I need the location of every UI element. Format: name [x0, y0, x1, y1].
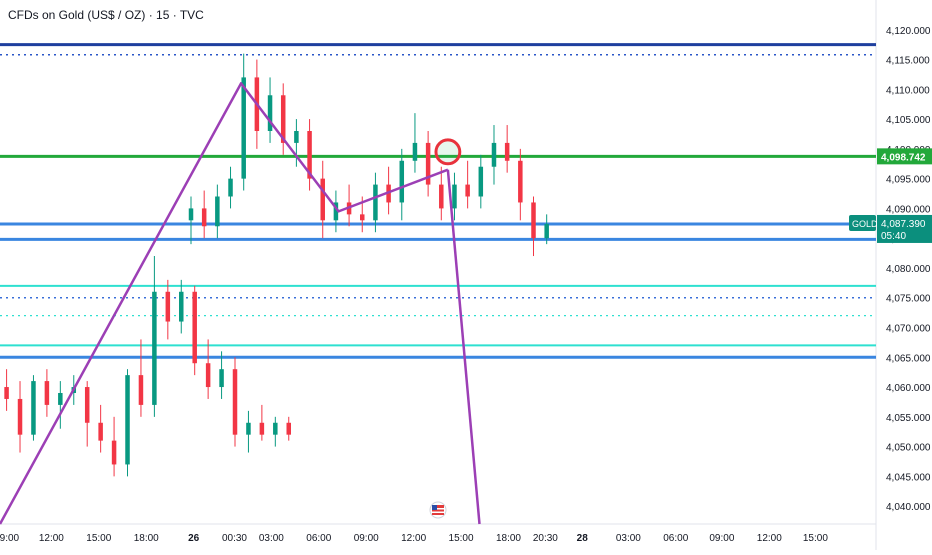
symbol-tag-label: GOLD	[852, 219, 878, 229]
candle-body-21	[286, 422, 292, 435]
candle-body-47	[518, 160, 523, 203]
candle-body-31	[307, 131, 312, 179]
x-tick-label-1: 12:00	[39, 533, 64, 544]
y-tick-label-7: 4,075.000	[886, 294, 931, 305]
x-tick-label-15: 06:00	[663, 533, 688, 544]
candle-body-3	[44, 381, 50, 405]
chart-title: CFDs on Gold (US$ / OZ) · 15 · TVC	[8, 8, 204, 22]
candle-body-4	[58, 393, 63, 405]
level-price-label-0: 4,098.742	[881, 152, 926, 163]
candle-body-26	[241, 77, 246, 179]
candle-body-7	[98, 422, 103, 441]
candle-body-42	[452, 184, 457, 209]
candle-body-20	[273, 422, 278, 435]
candle-body-6	[84, 387, 90, 423]
candle-body-15	[205, 363, 211, 388]
candle-body-44	[478, 166, 484, 197]
candle-body-18	[246, 422, 251, 435]
y-tick-label-13: 4,105.000	[886, 115, 931, 126]
x-tick-label-0: 09:00	[0, 533, 20, 544]
candle-body-16	[219, 369, 224, 388]
candle-body-23	[201, 208, 207, 227]
x-tick-label-5: 00:30	[222, 533, 247, 544]
candle-body-46	[504, 142, 510, 161]
x-tick-label-9: 12:00	[401, 533, 426, 544]
candle-body-0	[4, 387, 9, 399]
candle-body-22	[188, 208, 194, 221]
symbol-tag-bg	[849, 214, 876, 231]
candle-body-12	[165, 291, 171, 322]
y-tick-label-3: 4,055.000	[886, 413, 931, 424]
x-tick-label-8: 09:00	[354, 533, 379, 544]
candle-body-28	[267, 95, 273, 131]
x-tick-label-12: 20:30	[533, 533, 558, 544]
candle-body-29	[280, 95, 286, 143]
x-tick-label-16: 09:00	[709, 533, 734, 544]
x-tick-label-6: 03:00	[259, 533, 284, 544]
candle-body-32	[320, 178, 325, 221]
candle-body-13	[179, 291, 184, 322]
y-tick-label-2: 4,050.000	[886, 443, 931, 454]
candle-body-36	[373, 184, 378, 221]
candle-body-25	[228, 178, 233, 197]
candle-body-45	[491, 142, 497, 167]
candle-body-43	[465, 184, 470, 197]
y-tick-label-5: 4,065.000	[886, 353, 931, 364]
y-tick-label-4: 4,060.000	[886, 383, 931, 394]
us-flag-stripe-white-1	[432, 508, 444, 510]
candle-body-39	[412, 142, 418, 161]
y-tick-label-8: 4,080.000	[886, 264, 931, 275]
x-tick-label-14: 03:00	[616, 533, 641, 544]
candle-body-11	[152, 291, 157, 405]
candle-body-33	[333, 202, 339, 221]
candle-body-17	[232, 369, 238, 435]
candle-body-19	[259, 422, 265, 435]
countdown-label: 05:40	[881, 231, 906, 242]
x-tick-label-4: 26	[188, 533, 200, 544]
candle-body-2	[31, 381, 36, 435]
y-tick-label-6: 4,070.000	[886, 324, 931, 335]
x-tick-label-2: 15:00	[86, 533, 111, 544]
candle-body-24	[215, 196, 220, 227]
x-tick-label-17: 12:00	[757, 533, 782, 544]
pattern-line-1	[446, 169, 481, 525]
candle-body-49	[544, 223, 549, 239]
current-price-label: 4,087.390	[881, 219, 926, 230]
candle-body-38	[399, 160, 405, 203]
us-flag-stripes	[432, 505, 444, 515]
candle-body-48	[531, 202, 536, 239]
candle-body-10	[138, 375, 144, 405]
y-tick-label-1: 4,045.000	[886, 472, 931, 483]
candle-body-30	[294, 131, 299, 143]
candle-body-41	[439, 184, 444, 209]
x-tick-label-7: 06:00	[306, 533, 331, 544]
current-price-label-bg	[877, 214, 932, 243]
candle-body-8	[111, 440, 117, 465]
y-tick-label-15: 4,115.000	[886, 56, 930, 67]
x-tick-label-10: 15:00	[449, 533, 474, 544]
candle-body-1	[17, 398, 23, 435]
y-tick-label-14: 4,110.000	[886, 85, 930, 96]
level-price-label-bg-0	[877, 148, 932, 165]
candle-body-40	[425, 142, 431, 185]
y-tick-label-16: 4,120.000	[886, 26, 931, 37]
x-tick-label-18: 15:00	[803, 533, 828, 544]
y-tick-label-11: 4,095.000	[886, 175, 931, 186]
candle-body-35	[360, 214, 365, 221]
candle-body-9	[125, 375, 130, 465]
candle-body-14	[192, 291, 197, 364]
x-tick-label-11: 18:00	[496, 533, 521, 544]
target-circle	[434, 138, 462, 166]
y-tick-label-0: 4,040.000	[886, 502, 931, 513]
us-flag-stripe-white-2	[432, 511, 444, 513]
x-tick-label-3: 18:00	[134, 533, 159, 544]
us-flag-canton	[432, 505, 437, 510]
y-tick-label-10: 4,090.000	[886, 204, 931, 215]
x-tick-label-13: 28	[577, 533, 589, 544]
pattern-line-0	[0, 82, 449, 525]
